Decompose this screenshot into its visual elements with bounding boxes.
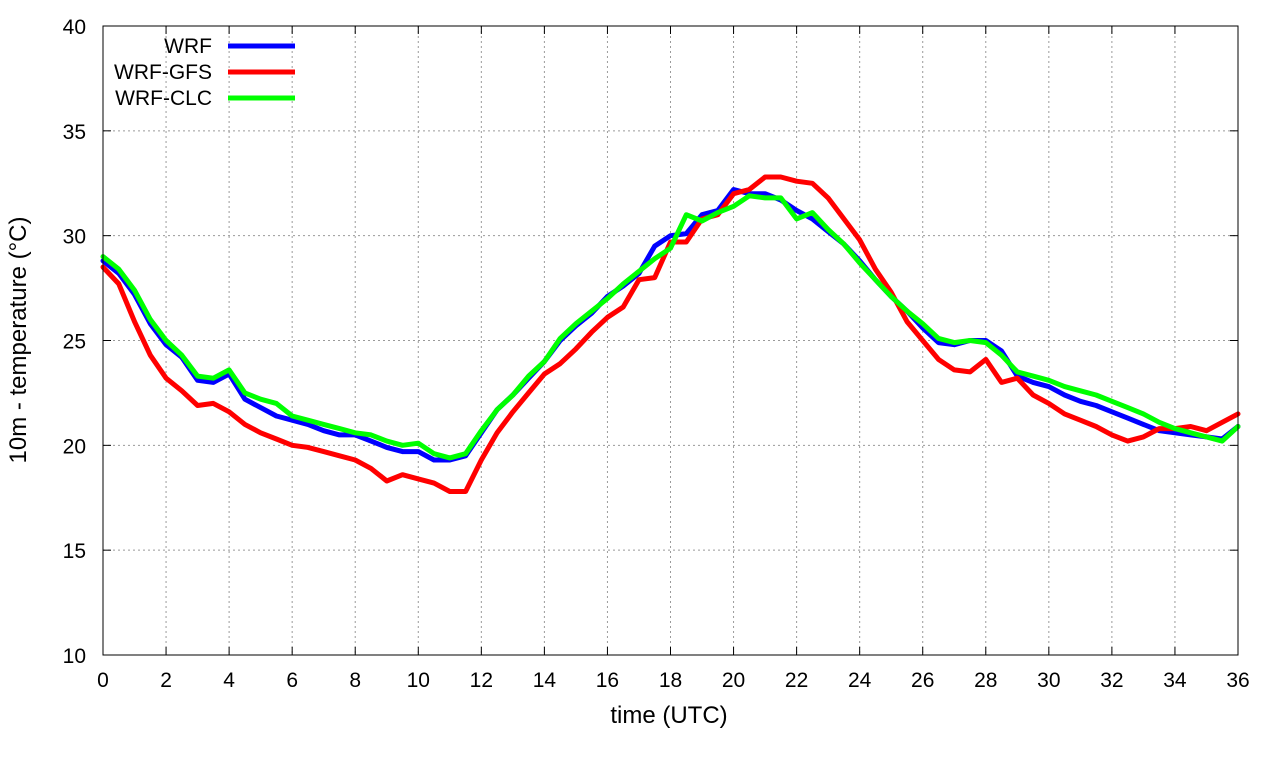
y-axis-label: 10m - temperature (°C) <box>5 217 32 464</box>
y-tick-label: 25 <box>63 331 86 354</box>
y-tick-label: 20 <box>63 435 86 458</box>
y-tick-label: 40 <box>63 16 86 39</box>
series-line-wrf-gfs <box>100 174 1241 494</box>
x-tick-label: 6 <box>286 669 298 692</box>
legend-label: WRF-CLC <box>115 87 212 110</box>
x-tick-label: 20 <box>722 669 745 692</box>
y-tick-label: 30 <box>63 226 86 249</box>
x-tick-label: 26 <box>911 669 934 692</box>
x-tick-label: 24 <box>848 669 872 692</box>
x-tick-label: 16 <box>596 669 619 692</box>
x-tick-label: 32 <box>1100 669 1123 692</box>
x-tick-label: 10 <box>407 669 430 692</box>
x-tick-label: 30 <box>1037 669 1060 692</box>
x-tick-label: 8 <box>349 669 361 692</box>
x-tick-label: 12 <box>470 669 493 692</box>
x-tick-labels: 0 2 4 6 8 10 12 14 16 18 20 22 24 26 28 30 32 34 36 <box>97 669 1250 692</box>
x-tick-label: 34 <box>1163 669 1187 692</box>
grid-lines <box>103 26 1238 655</box>
x-axis-label: time (UTC) <box>610 702 727 729</box>
series-lines <box>100 174 1241 494</box>
y-tick-label: 10 <box>63 645 86 668</box>
x-tick-label: 2 <box>160 669 172 692</box>
x-tick-label: 18 <box>659 669 682 692</box>
legend-label: WRF <box>164 35 212 58</box>
y-tick-labels: 10 15 20 25 30 35 40 <box>63 16 86 668</box>
axis-ticks <box>102 25 1239 656</box>
x-tick-label: 4 <box>223 669 235 692</box>
x-tick-label: 36 <box>1226 669 1249 692</box>
x-tick-label: 22 <box>785 669 808 692</box>
legend: WRF WRF-GFS WRF-CLC <box>114 35 295 110</box>
y-tick-label: 35 <box>63 121 86 144</box>
x-tick-label: 0 <box>97 669 109 692</box>
x-tick-label: 28 <box>974 669 997 692</box>
x-tick-label: 14 <box>533 669 557 692</box>
y-tick-label: 15 <box>63 540 86 563</box>
legend-label: WRF-GFS <box>114 61 212 84</box>
series-line-wrf <box>100 187 1241 463</box>
series-line-wrf-clc <box>100 193 1241 461</box>
